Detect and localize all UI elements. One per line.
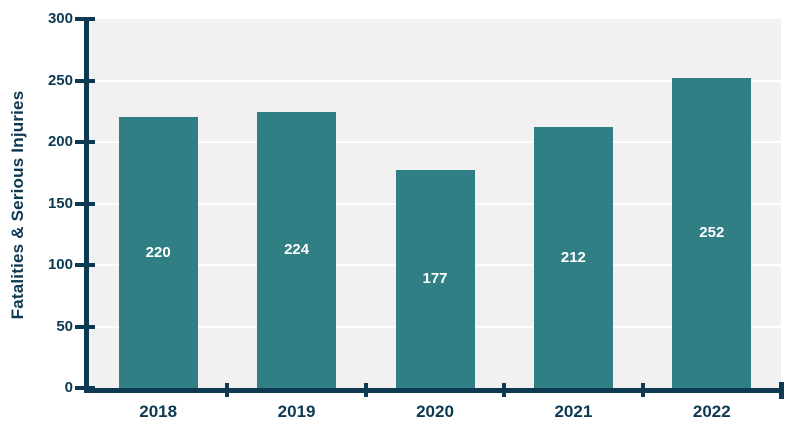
x-tick-boundary-4 — [640, 383, 645, 397]
y-axis-line — [84, 19, 89, 393]
bar-2019: 224 — [257, 112, 337, 388]
y-tick-250 — [75, 78, 95, 83]
y-tick-label-200: 200 — [47, 133, 73, 150]
bar-2020: 177 — [395, 170, 475, 388]
bar-2021: 212 — [533, 127, 613, 388]
y-tick-0 — [75, 386, 95, 390]
y-tick-label-50: 50 — [56, 317, 73, 335]
plot-area: 220 224 177 212 252 — [89, 19, 781, 388]
y-tick-label-0: 0 — [64, 379, 73, 396]
x-tick-label-2021: 2021 — [554, 402, 593, 421]
x-tick-label-2019: 2019 — [277, 402, 316, 421]
y-tick-label-150: 150 — [47, 194, 73, 212]
x-tick-label-2018: 2018 — [139, 402, 178, 421]
y-tick-label-100: 100 — [47, 256, 73, 273]
x-tick-label-2020: 2020 — [416, 402, 454, 421]
bar-2018: 220 — [118, 117, 198, 388]
bar-value-label: 212 — [560, 248, 586, 266]
y-tick-200 — [75, 140, 95, 144]
x-tick-boundary-3 — [502, 383, 507, 397]
bar-value-label: 224 — [284, 241, 310, 259]
bar-value-label: 252 — [699, 224, 725, 241]
y-tick-50 — [75, 324, 95, 329]
x-axis-line — [84, 388, 783, 393]
gridline-250 — [89, 79, 781, 82]
x-tick-boundary-1 — [225, 383, 230, 397]
bar-value-label: 177 — [422, 270, 448, 288]
y-tick-100 — [75, 263, 95, 267]
y-tick-300 — [75, 17, 95, 21]
y-tick-label-300: 300 — [47, 10, 73, 27]
y-tick-label-250: 250 — [47, 71, 73, 89]
x-tick-label-2022: 2022 — [692, 402, 731, 421]
gridline-200 — [89, 141, 781, 143]
bar-value-label: 220 — [145, 243, 171, 261]
x-axis-end-tick — [779, 382, 784, 399]
x-tick-boundary-2 — [363, 383, 368, 397]
bar-2022: 252 — [672, 78, 752, 388]
y-tick-150 — [75, 201, 95, 206]
